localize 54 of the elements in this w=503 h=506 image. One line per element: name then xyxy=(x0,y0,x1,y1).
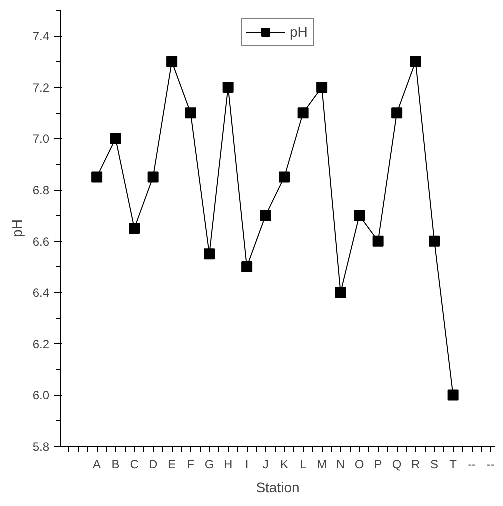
y-tick-label: 6.8 xyxy=(32,184,50,198)
point xyxy=(335,287,346,298)
x-tick-label: K xyxy=(280,458,289,472)
point xyxy=(204,248,216,260)
x-tick-label: I xyxy=(245,458,249,472)
x-tick-label: Q xyxy=(392,458,402,472)
x-tick-label: -- xyxy=(486,458,495,472)
x-tick-label: G xyxy=(204,458,214,472)
y-tick-label: 6.6 xyxy=(32,234,50,249)
x-tick-label: A xyxy=(93,458,102,472)
x-tick-label: N xyxy=(336,458,346,472)
point xyxy=(316,82,328,93)
x-tick-label: P xyxy=(374,458,382,472)
x-tick-label: O xyxy=(354,458,364,472)
x-tick-label: B xyxy=(112,458,120,472)
x-tick-label: L xyxy=(300,458,307,472)
y-tick-label: 7.4 xyxy=(32,30,50,44)
point xyxy=(148,172,159,183)
x-tick-label: M xyxy=(317,458,328,472)
x-tick-label: D xyxy=(148,458,158,472)
point xyxy=(110,133,122,144)
y-tick-label: 6.0 xyxy=(32,388,50,403)
point xyxy=(279,172,290,183)
point xyxy=(410,56,422,68)
x-tick-label: E xyxy=(168,458,176,472)
point xyxy=(448,390,459,401)
y-tick-label: 6.4 xyxy=(32,286,50,300)
x-tick-label: C xyxy=(130,458,140,472)
point xyxy=(392,108,403,119)
x-tick-label: -- xyxy=(468,458,476,472)
point xyxy=(92,172,103,183)
point xyxy=(242,261,253,272)
y-tick-label: 7.0 xyxy=(32,132,50,146)
point xyxy=(166,56,178,68)
point xyxy=(222,82,234,93)
point xyxy=(129,223,140,234)
point xyxy=(429,236,440,247)
x-tick-label: F xyxy=(187,458,194,472)
point xyxy=(185,108,196,119)
point xyxy=(260,210,272,222)
y-tick-label: 7.2 xyxy=(32,80,50,95)
x-tick-label: S xyxy=(430,458,439,472)
point xyxy=(298,108,309,119)
x-axis-title: Station xyxy=(256,480,300,496)
x-tick-label: R xyxy=(411,458,420,472)
legend-label: pH xyxy=(290,24,309,40)
x-tick-label: H xyxy=(224,458,233,472)
y-tick-label: 6.2 xyxy=(32,337,50,352)
point xyxy=(372,236,384,247)
x-tick-label: J xyxy=(262,458,269,472)
point xyxy=(354,210,366,222)
y-tick-label: 5.8 xyxy=(32,440,50,454)
x-tick-label: T xyxy=(450,458,458,472)
y-axis-title: pH xyxy=(8,220,25,238)
